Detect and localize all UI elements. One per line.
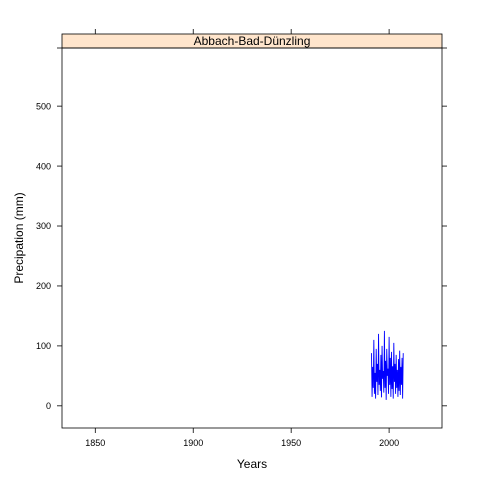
- x-axis: 1850 1900 1950 2000: [85, 29, 399, 448]
- x-tick-label: 1850: [85, 438, 105, 448]
- x-tick-label: 1900: [183, 438, 203, 448]
- x-tick-label: 2000: [379, 438, 399, 448]
- y-tick-label: 300: [36, 221, 51, 231]
- x-axis-title: Years: [237, 457, 267, 471]
- y-axis-title: Precipation (mm): [12, 192, 26, 283]
- y-axis: 0 100 200 300 400 500: [36, 47, 447, 411]
- chart-title: Abbach-Bad-Dünzling: [194, 34, 311, 48]
- y-tick-label: 400: [36, 161, 51, 171]
- series-line: [371, 330, 404, 400]
- y-tick-label: 200: [36, 281, 51, 291]
- y-tick-label: 0: [46, 401, 51, 411]
- plot-panel: [61, 47, 443, 429]
- y-tick-label: 100: [36, 341, 51, 351]
- y-tick-label: 500: [36, 101, 51, 111]
- x-tick-label: 1950: [281, 438, 301, 448]
